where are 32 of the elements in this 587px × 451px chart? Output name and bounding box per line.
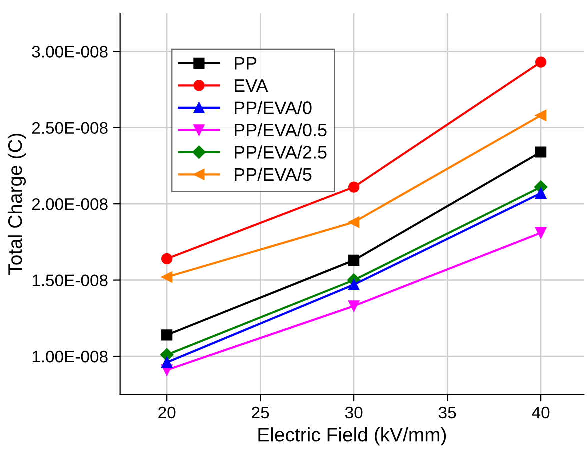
point (162, 357, 173, 368)
point (536, 146, 547, 158)
legend-label: PP/EVA/5 (234, 168, 312, 182)
y-tick-label: 2.00E-008 (32, 198, 108, 210)
x-tick-label: 20 (158, 406, 176, 419)
y-tick-label: 3.00E-008 (32, 46, 108, 58)
point (536, 110, 547, 122)
legend-label: EVA (234, 80, 268, 92)
x-tick-label: 35 (438, 406, 456, 419)
x-tick-label: 30 (345, 406, 363, 419)
point (162, 330, 173, 341)
point (348, 279, 360, 290)
x-axis-title: Electric Field (kV/mm) (258, 428, 446, 446)
point (162, 253, 173, 265)
x-tick-label: 25 (252, 406, 270, 419)
legend-label: PP/EVA/0.5 (234, 123, 327, 137)
y-tick-label: 2.50E-008 (32, 122, 108, 134)
point (162, 272, 173, 283)
point (536, 188, 547, 199)
x-tick-label: 40 (532, 406, 550, 419)
point (536, 227, 547, 239)
point (536, 56, 547, 68)
y-axis-title: Total Charge (C) (8, 134, 26, 275)
point (348, 182, 360, 193)
y-tick-label: 1.50E-008 (32, 274, 108, 286)
legend-label: PP/EVA/2.5 (234, 146, 327, 159)
point (348, 254, 360, 266)
point (348, 216, 360, 228)
legend-label: PP (234, 57, 257, 70)
point (348, 300, 360, 312)
legend-label: PP/EVA/0 (234, 101, 312, 114)
y-tick-label: 1.00E-008 (32, 350, 108, 363)
